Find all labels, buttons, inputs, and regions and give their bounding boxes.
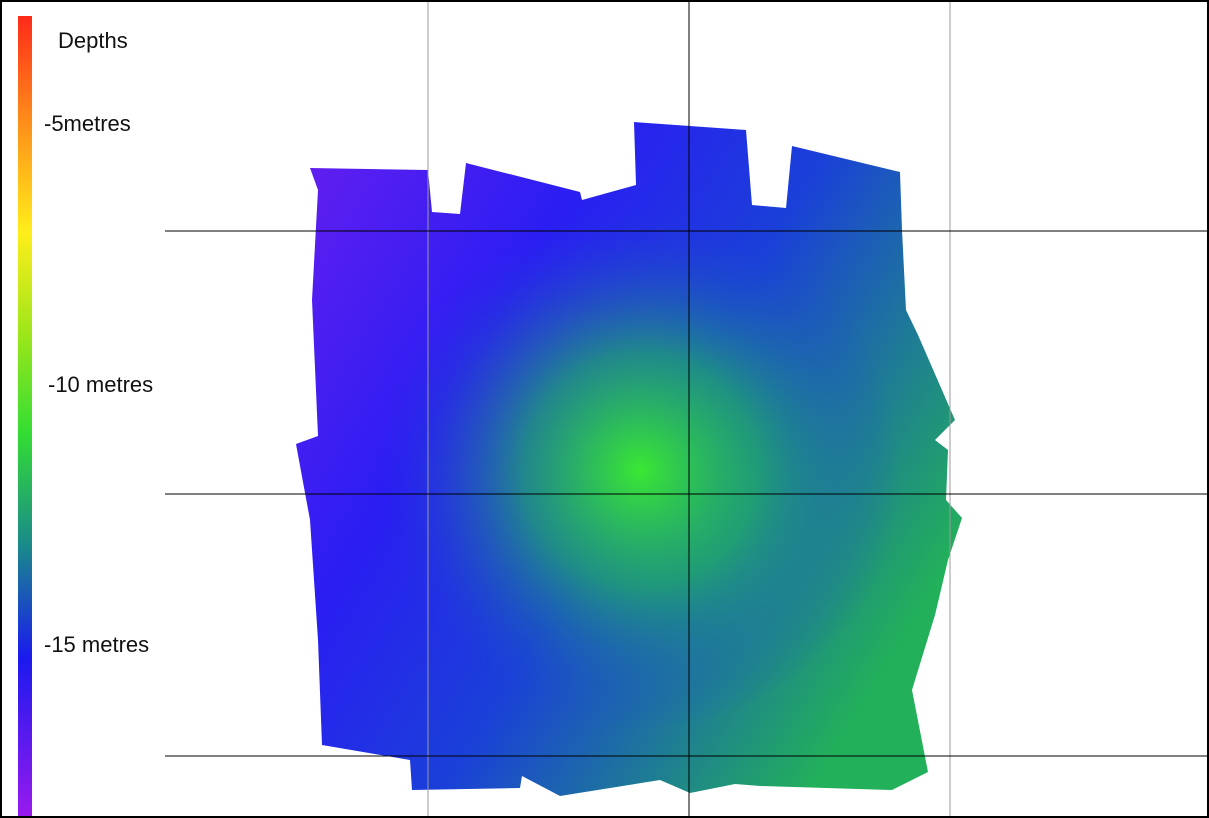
legend-label: -15 metres <box>44 632 149 657</box>
legend-label: -5metres <box>44 111 131 136</box>
color-scale <box>18 16 32 818</box>
page: Depths -5metres -10 metres -15 metres ((… <box>0 0 1209 818</box>
legend-label: -10 metres <box>48 372 153 397</box>
survey-area <box>290 120 970 800</box>
depth-map: Depths -5metres -10 metres -15 metres <box>0 0 1209 818</box>
legend-title: Depths <box>58 28 128 53</box>
